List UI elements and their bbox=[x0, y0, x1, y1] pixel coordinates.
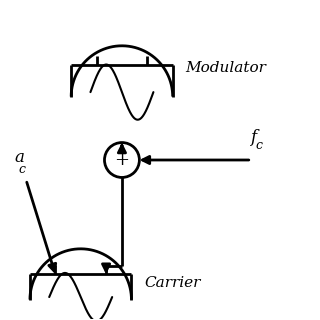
Text: Modulator: Modulator bbox=[185, 61, 266, 75]
Text: a: a bbox=[14, 149, 24, 166]
Text: Carrier: Carrier bbox=[144, 276, 201, 290]
Text: c: c bbox=[19, 163, 26, 176]
Text: +: + bbox=[115, 151, 129, 169]
Text: c: c bbox=[255, 139, 262, 152]
Text: f: f bbox=[251, 129, 257, 146]
